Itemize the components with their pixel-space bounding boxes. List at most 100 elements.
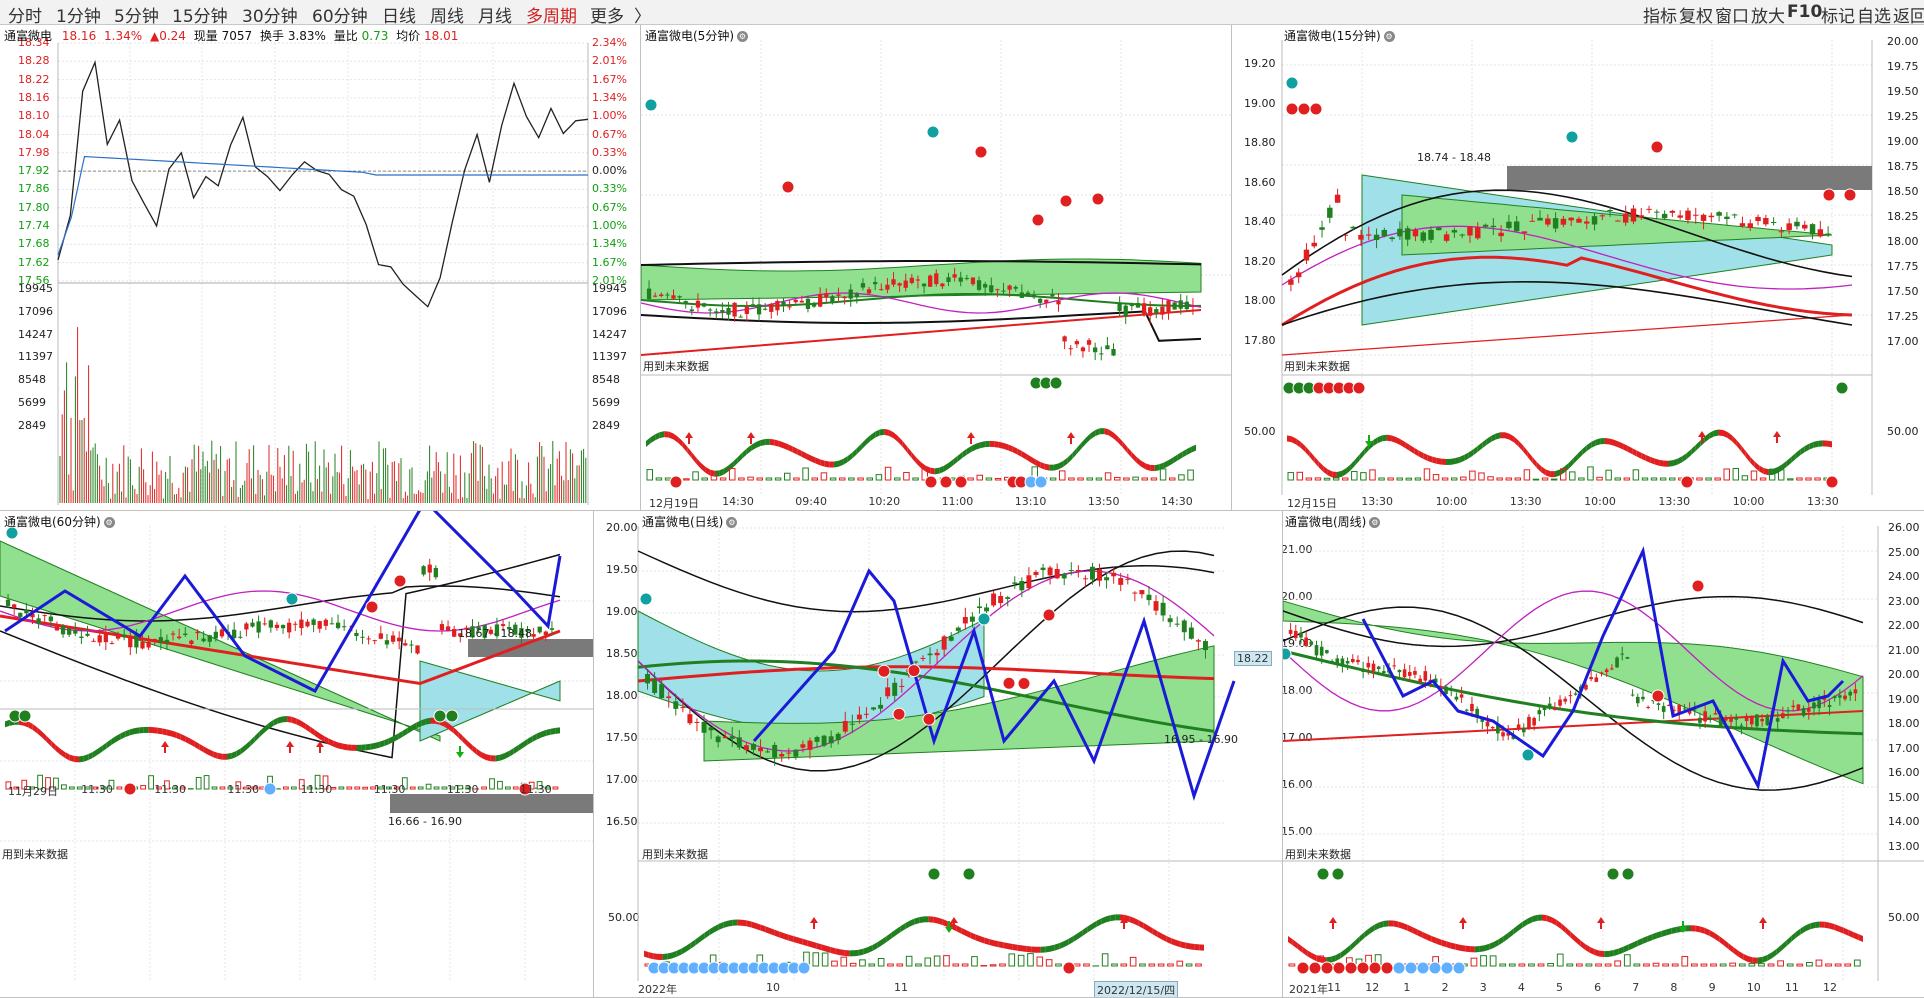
kline-week-chart[interactable] [1283,511,1924,997]
date-label: 10 [766,981,780,994]
histogram-bar [1170,478,1176,480]
candle-body [998,596,1003,603]
buy-arrow-icon [1067,432,1075,444]
histogram-bar [730,469,736,480]
toolbar-btn-2[interactable]: 窗口 [1715,2,1749,27]
candle-body [928,654,933,656]
settings-icon[interactable]: ⚙ [737,31,748,42]
signal-coin-icon [1286,103,1298,115]
signal-coin-icon [1607,868,1619,880]
oscillator-band [1728,432,1733,441]
signal-coin-icon [963,868,975,880]
settings-icon[interactable]: ⚙ [104,517,115,528]
period-tab-3[interactable]: 15分钟 [172,2,228,27]
candle-body [1062,574,1067,578]
histogram-bar [1720,964,1726,966]
candle-body [1467,227,1472,236]
oscillator-band [903,441,908,453]
date-label: 13:10 [1015,495,1047,508]
histogram-bar [904,472,910,480]
candle-body [1125,579,1130,580]
kline-day-chart[interactable] [594,511,1282,997]
histogram-bar [1056,964,1062,966]
toolbar-btn-1[interactable]: 复权 [1679,2,1713,27]
histogram-bar [117,787,122,789]
kline-60min-chart[interactable] [0,511,593,997]
oscillator-band [1614,440,1619,448]
oscillator-band [1664,461,1669,467]
period-tab-10[interactable]: 更多 [590,2,624,27]
period-tab-4[interactable]: 30分钟 [242,2,298,27]
oscillator-band [1413,927,1418,935]
candle-body [913,662,918,663]
candle-body [36,618,40,623]
intraday-chart[interactable] [0,25,640,510]
oscillator-band [1738,951,1743,960]
kline-15min-chart[interactable] [1232,25,1924,510]
more-arrow-icon[interactable]: 〉 [634,2,651,27]
oscillator-band [871,432,876,441]
date-label: 3 [1480,981,1487,994]
oscillator-band [47,736,52,747]
oscillator-band [1705,433,1710,442]
histogram-bar [748,477,754,480]
date-label: 7 [1632,981,1639,994]
date-label: 10:00 [1733,495,1765,508]
oscillator-band [1777,945,1782,955]
period-tab-9[interactable]: 多周期 [526,2,577,27]
histogram-bar [1050,478,1056,480]
settings-icon[interactable]: ⚙ [726,517,737,528]
oscillator-band [1393,921,1398,928]
oscillator-band [1750,457,1755,468]
candle-body [885,285,889,290]
oscillator-band [1336,952,1341,961]
oscillator-band [1504,932,1509,942]
oscillator-band [1417,929,1422,937]
oscillator-band [1319,461,1324,471]
candle-body [1392,665,1396,666]
oscillator-band [714,924,719,932]
period-tab-2[interactable]: 5分钟 [114,2,159,27]
histogram-bar [1577,964,1583,966]
oscillator-band [1432,457,1437,464]
oscillator-band [1700,926,1705,933]
candle-body [781,302,785,305]
period-tab-5[interactable]: 60分钟 [312,2,368,27]
period-tab-8[interactable]: 月线 [478,2,512,27]
period-tab-6[interactable]: 日线 [382,2,416,27]
oscillator-band [859,949,864,956]
histogram-bar [684,479,690,480]
candle-body [1118,578,1123,585]
oscillator-band [1556,920,1561,929]
signal-coin-icon [434,710,446,722]
candle-body [1568,218,1573,221]
toolbar-btn-4[interactable]: F10 [1787,2,1822,22]
candle-body [1075,341,1079,344]
settings-icon[interactable]: ⚙ [1369,517,1380,528]
oscillator-band [1288,936,1293,945]
period-tab-7[interactable]: 周线 [430,2,464,27]
histogram-bar [418,787,423,789]
oscillator-band [1825,922,1830,929]
candle-body [673,701,678,709]
settings-icon[interactable]: ⚙ [1384,31,1395,42]
oscillator-band [1514,437,1519,447]
toolbar-btn-0[interactable]: 指标 [1643,2,1677,27]
period-tab-0[interactable]: 分时 [8,2,42,27]
kline-5min-chart[interactable] [641,25,1231,510]
oscillator-band [687,447,692,459]
candle-body [857,715,862,720]
oscillator-band [93,749,98,758]
histogram-bar [1028,954,1034,966]
oscillator-band [153,727,158,733]
signal-coin-icon [1310,103,1322,115]
toolbar-btn-6[interactable]: 自选 [1857,2,1891,27]
price-range-label: 16.95 - 16.90 [1164,733,1238,746]
toolbar-btn-5[interactable]: 标记 [1821,2,1855,27]
toolbar-btn-7[interactable]: 返回 [1893,2,1924,27]
toolbar-btn-3[interactable]: 放大 [1751,2,1785,27]
candle-body [1310,641,1314,644]
oscillator-band [915,917,920,924]
period-tab-1[interactable]: 1分钟 [56,2,101,27]
